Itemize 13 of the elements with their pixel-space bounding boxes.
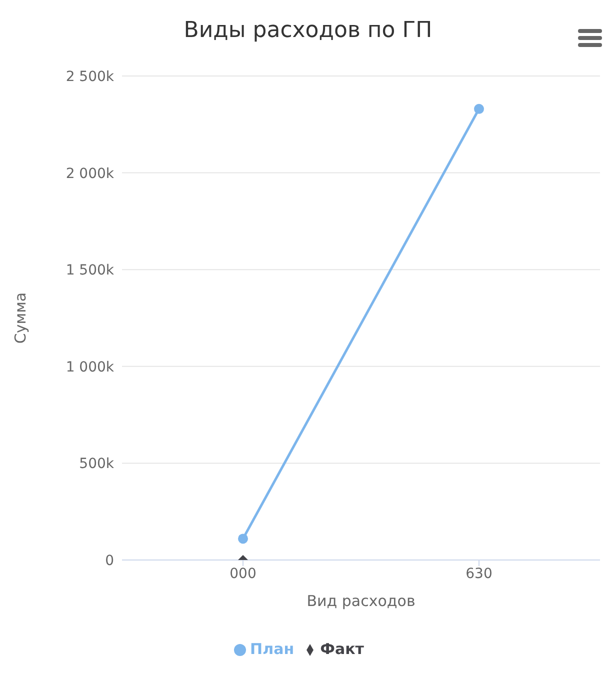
y-tick-label: 2 000k bbox=[66, 166, 115, 182]
x-tick-label: 000 bbox=[230, 566, 256, 582]
legend-label: Факт bbox=[320, 640, 364, 658]
chart-title: Виды расходов по ГП bbox=[182, 18, 434, 43]
y-tick-label: 500k bbox=[79, 456, 115, 472]
y-axis-title: Сумма bbox=[11, 292, 30, 344]
x-tick-label: 630 bbox=[466, 566, 492, 582]
y-tick-label: 2 500k bbox=[66, 68, 115, 85]
x-axis-title: Вид расходов bbox=[306, 592, 416, 610]
y-tick-label: 1 000k bbox=[66, 359, 115, 376]
y-tick-label: 0 bbox=[105, 552, 114, 569]
legend-label: План bbox=[250, 640, 294, 658]
y-tick-label: 1 500k bbox=[66, 262, 115, 279]
